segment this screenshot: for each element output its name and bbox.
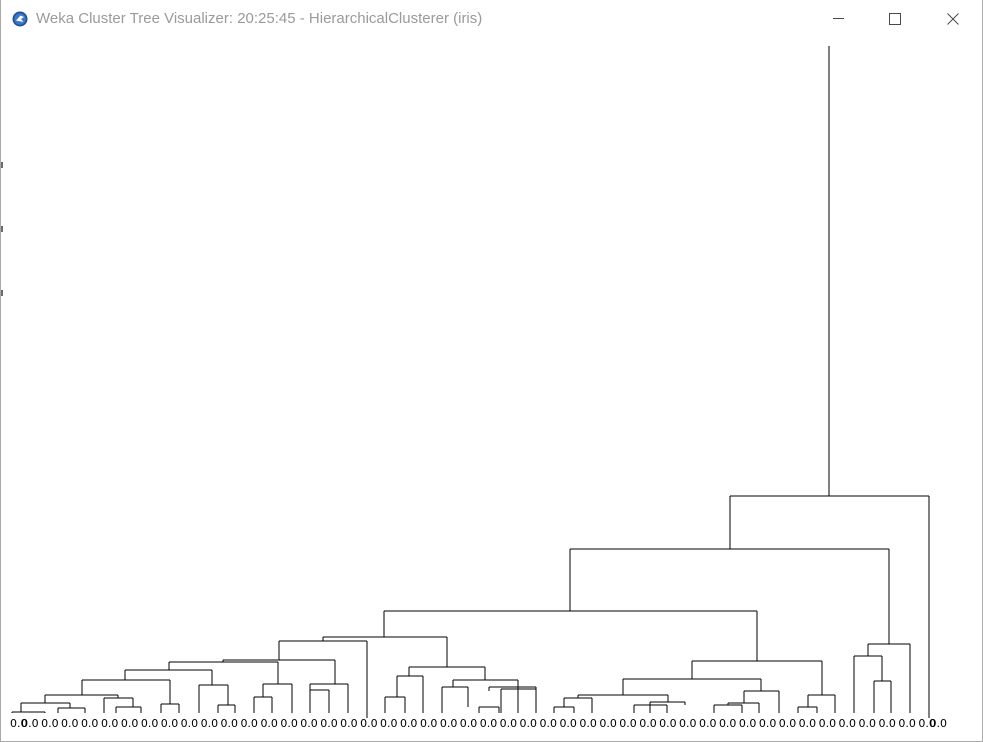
leaf-label: 0.0 <box>859 717 877 730</box>
leaf-label: 0.0 <box>320 717 338 730</box>
leaf-label: 0.0 <box>839 717 857 730</box>
leaf-label: 0.0 <box>579 717 597 730</box>
leaf-label: 0.0 <box>280 717 298 730</box>
leaf-label: 0.0 <box>520 717 538 730</box>
leaf-label: 0.0 <box>340 717 358 730</box>
leaf-label: 0.0 <box>480 717 498 730</box>
leaf-label: 0.0 <box>719 717 737 730</box>
leaf-label: 0.0 <box>201 717 219 730</box>
close-icon <box>947 13 959 25</box>
leaf-label: 0.0 <box>121 717 139 730</box>
leaf-label: 0.0 <box>500 717 518 730</box>
dendrogram-branch-lines <box>11 46 930 718</box>
leaf-label: 0.0 <box>699 717 717 730</box>
leaf-label: 0.0 <box>679 717 697 730</box>
leaf-label: 0.0 <box>559 717 577 730</box>
leaf-label: 0.0 <box>181 717 199 730</box>
dendrogram: 0.00.0 0.0 0.0 0.0 0.0 0.0 0.0 0.0 0.0 0.0 0.0 0.0 0… <box>10 46 947 730</box>
leaf-label: 0.0 <box>599 717 617 730</box>
leaf-label: 0.0 <box>300 717 318 730</box>
leaf-label: 0.0 <box>21 717 39 730</box>
left-edge-marker <box>1 290 3 296</box>
leaf-label: 0.0 <box>898 717 916 730</box>
leaf-label: 0.0 <box>440 717 458 730</box>
leaf-label: 0.0 <box>221 717 239 730</box>
left-edge-marker <box>1 162 3 168</box>
leaf-label: 0.0 <box>420 717 438 730</box>
close-button[interactable] <box>930 0 976 38</box>
leaf-label: 0.0 <box>380 717 398 730</box>
leaf-label: 0.0 <box>739 717 757 730</box>
title-bar[interactable]: Weka Cluster Tree Visualizer: 20:25:45 -… <box>1 0 982 38</box>
leaf-label: 0.0 <box>400 717 418 730</box>
maximize-icon <box>889 13 901 25</box>
leaf-label: 0.0 <box>819 717 837 730</box>
window-title: Weka Cluster Tree Visualizer: 20:25:45 -… <box>36 10 483 27</box>
leaf-label: 0.0 <box>360 717 378 730</box>
leaf-label: 0.0 <box>101 717 119 730</box>
leaf-label: 0.0 <box>41 717 59 730</box>
maximize-button[interactable] <box>872 0 918 38</box>
leaf-label: 0.0 <box>81 717 99 730</box>
leaf-label: 0.0 <box>141 717 159 730</box>
leaf-label: 0.0 <box>61 717 79 730</box>
leaf-label: 0.0 <box>779 717 797 730</box>
leaf-label: 0.0 <box>260 717 278 730</box>
leaf-labels: 0.00.0 0.0 0.0 0.0 0.0 0.0 0.0 0.0 0.0 0.0 0.0 0.0 0… <box>10 717 947 730</box>
leaf-label: 0.0 <box>878 717 896 730</box>
leaf-label: 0.0 <box>460 717 478 730</box>
leaf-label: 0.0 <box>10 717 28 730</box>
minimize-icon <box>833 18 844 19</box>
left-edge-marker <box>1 226 3 232</box>
dendrogram-canvas[interactable]: 0.0 0.0 0.0 0.0 0.0 0.0 0.0 0.0 0.0 0.0 0.0 0.0 0.0 0… <box>1 38 982 741</box>
leaf-label: 0.0 <box>540 717 558 730</box>
weka-bird-icon <box>12 11 28 27</box>
dendrogram-branches <box>11 46 930 718</box>
leaf-label: 0.0 <box>240 717 258 730</box>
leaf-label: 0.0 <box>799 717 817 730</box>
leaf-label: 0.0 <box>918 717 936 730</box>
leaf-label: 0.0 <box>659 717 677 730</box>
leaf-label: 0.0 <box>759 717 777 730</box>
leaf-label: 0.0 <box>161 717 179 730</box>
leaf-label: 0.0 <box>930 717 948 730</box>
leaf-label: 0.0 <box>639 717 657 730</box>
leaf-label: 0.0 <box>619 717 637 730</box>
minimize-button[interactable] <box>816 0 862 38</box>
